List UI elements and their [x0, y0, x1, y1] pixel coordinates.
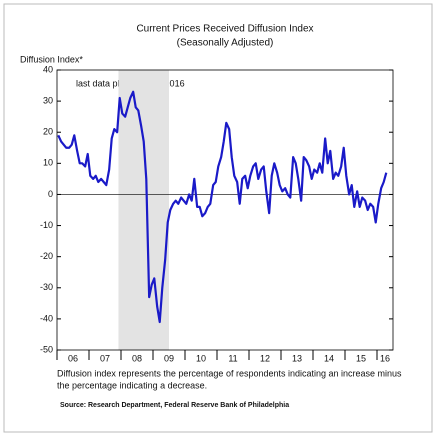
- y-tick-label: -20: [40, 251, 53, 261]
- y-tick-label: 20: [43, 127, 53, 137]
- y-tick-label: -50: [40, 344, 53, 354]
- data-line: [57, 90, 388, 324]
- x-tick-label: 13: [292, 353, 302, 363]
- footnote: the percentage indicating a decrease.: [57, 380, 207, 390]
- x-tick-label: 09: [164, 353, 174, 363]
- y-tick-label: -30: [40, 282, 53, 292]
- x-tick-label: 07: [100, 353, 110, 363]
- chart-subtitle: (Seasonally Adjusted): [177, 38, 274, 49]
- x-tick-label: 10: [196, 353, 206, 363]
- y-axis-label: Diffusion Index*: [20, 54, 83, 64]
- chart-title: Current Prices Received Diffusion Index: [136, 24, 313, 35]
- y-tick-label: 40: [43, 64, 53, 74]
- source: Source: Research Department, Federal Res…: [60, 402, 289, 409]
- y-tick-label: -10: [40, 220, 53, 230]
- x-tick-label: 06: [68, 353, 78, 363]
- x-tick-label: 08: [132, 353, 142, 363]
- frame: [3, 3, 433, 433]
- plot-border: [56, 69, 394, 351]
- x-tick-label: 15: [356, 353, 366, 363]
- x-tick-label: 16: [380, 353, 390, 363]
- y-tick-label: 10: [43, 158, 53, 168]
- footnote: Diffusion index represents the percentag…: [57, 368, 402, 378]
- x-tick-label: 14: [324, 353, 334, 363]
- x-tick-label: 11: [228, 353, 237, 363]
- y-tick-label: 30: [43, 95, 53, 105]
- y-tick-label: -40: [40, 313, 53, 323]
- x-tick-label: 12: [260, 353, 270, 363]
- y-tick-label: 0: [48, 189, 53, 199]
